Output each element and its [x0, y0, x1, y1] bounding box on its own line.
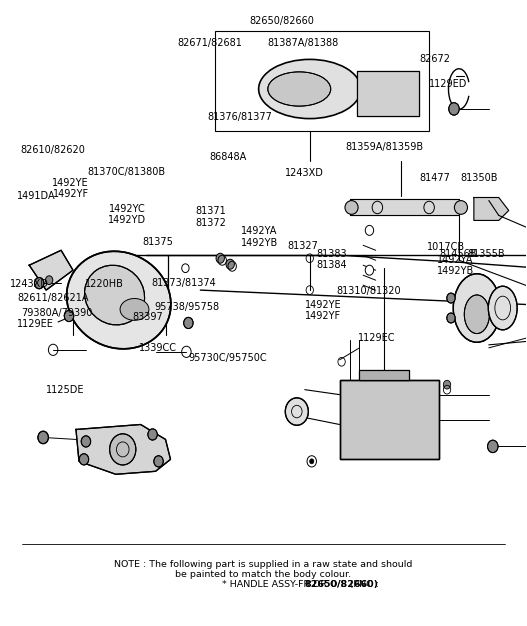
Circle shape	[81, 436, 91, 447]
Text: 1492YA
1492YB: 1492YA 1492YB	[241, 226, 278, 248]
Circle shape	[45, 276, 53, 284]
Ellipse shape	[268, 72, 331, 106]
Text: 1492YE
1492YF: 1492YE 1492YF	[52, 178, 89, 199]
Circle shape	[226, 259, 235, 269]
Text: 81375: 81375	[142, 237, 173, 247]
Text: 82672: 82672	[419, 54, 451, 64]
Bar	[359, 370, 409, 380]
Circle shape	[443, 381, 451, 389]
Circle shape	[365, 265, 374, 275]
Text: 1243XD: 1243XD	[10, 279, 49, 289]
Text: 81370C/81380B: 81370C/81380B	[87, 167, 165, 177]
Text: 81387A/81388: 81387A/81388	[268, 38, 339, 48]
Circle shape	[64, 310, 74, 322]
Text: 1492YA
1492YB: 1492YA 1492YB	[437, 255, 474, 277]
Text: NOTE : The following part is supplied in a raw state and should: NOTE : The following part is supplied in…	[114, 560, 413, 569]
Text: 81359A/81359B: 81359A/81359B	[345, 142, 423, 152]
Bar	[359, 370, 409, 380]
Text: 79380A/79390: 79380A/79390	[21, 308, 93, 318]
Text: 81373/81374: 81373/81374	[151, 278, 216, 288]
Ellipse shape	[259, 59, 361, 118]
Circle shape	[154, 456, 163, 467]
Text: 81371
81372: 81371 81372	[196, 206, 227, 228]
Polygon shape	[471, 277, 483, 283]
Circle shape	[79, 454, 89, 465]
Circle shape	[38, 431, 48, 444]
Text: be painted to match the body colour.: be painted to match the body colour.	[175, 570, 352, 579]
Text: 81310/81320: 81310/81320	[336, 285, 401, 295]
Text: 81355B: 81355B	[467, 249, 504, 259]
Circle shape	[447, 313, 455, 323]
Text: 1220HB: 1220HB	[85, 279, 123, 289]
Circle shape	[449, 103, 459, 115]
Polygon shape	[349, 198, 459, 215]
Text: 86848A: 86848A	[209, 152, 247, 162]
Circle shape	[465, 289, 473, 299]
Text: 1129EE: 1129EE	[17, 319, 54, 329]
Ellipse shape	[120, 299, 149, 321]
Circle shape	[184, 317, 193, 329]
Text: 1129EC: 1129EC	[358, 333, 395, 343]
Text: 1129ED: 1129ED	[428, 79, 467, 89]
Circle shape	[285, 398, 308, 425]
Text: 82650/82660: 82650/82660	[249, 16, 314, 26]
Bar	[359, 370, 409, 380]
Polygon shape	[29, 250, 73, 290]
Text: 81477: 81477	[419, 173, 450, 183]
Circle shape	[148, 429, 157, 440]
Circle shape	[487, 440, 498, 453]
Text: 81327: 81327	[287, 240, 318, 250]
Text: 82611/82621A: 82611/82621A	[17, 293, 89, 303]
Bar	[356, 71, 419, 116]
Text: * HANDLE ASSY-FR DR O/S (PNC :: * HANDLE ASSY-FR DR O/S (PNC :	[221, 580, 382, 589]
Circle shape	[475, 295, 483, 305]
Ellipse shape	[453, 274, 501, 342]
Polygon shape	[76, 424, 171, 475]
Ellipse shape	[464, 295, 490, 334]
Text: 1017CB: 1017CB	[427, 242, 465, 252]
Text: 95738/95758: 95738/95758	[154, 302, 220, 312]
Circle shape	[34, 277, 44, 289]
Text: 95730C/95750C: 95730C/95750C	[189, 353, 267, 363]
Text: 82610/82620: 82610/82620	[21, 145, 85, 155]
Text: 82650/82660): 82650/82660)	[305, 580, 379, 589]
Text: 81376/81377: 81376/81377	[208, 112, 272, 122]
Ellipse shape	[84, 265, 144, 325]
Ellipse shape	[66, 251, 171, 349]
Bar	[339, 380, 439, 459]
Bar	[215, 31, 429, 131]
Text: 1492YE
1492YF: 1492YE 1492YF	[305, 300, 341, 321]
Circle shape	[216, 254, 225, 263]
Circle shape	[447, 293, 455, 303]
Bar	[339, 380, 439, 459]
Circle shape	[110, 434, 136, 465]
Text: 81383
81384: 81383 81384	[316, 249, 347, 270]
Text: 81350B: 81350B	[461, 173, 498, 183]
Ellipse shape	[489, 286, 517, 330]
Circle shape	[310, 459, 314, 464]
Bar	[356, 71, 419, 116]
Text: 82671/82681: 82671/82681	[178, 38, 242, 48]
Text: 1243XD: 1243XD	[285, 168, 324, 178]
Polygon shape	[474, 198, 509, 220]
Bar	[356, 71, 419, 116]
Text: 1339CC: 1339CC	[139, 343, 177, 353]
Text: 1491DA: 1491DA	[17, 191, 56, 201]
Text: 81456B: 81456B	[440, 249, 477, 259]
Ellipse shape	[345, 200, 358, 214]
Text: 83397: 83397	[133, 312, 163, 322]
Ellipse shape	[454, 200, 467, 214]
Text: 1125DE: 1125DE	[46, 385, 85, 395]
Text: 1492YC
1492YD: 1492YC 1492YD	[108, 203, 147, 225]
Circle shape	[365, 225, 374, 235]
